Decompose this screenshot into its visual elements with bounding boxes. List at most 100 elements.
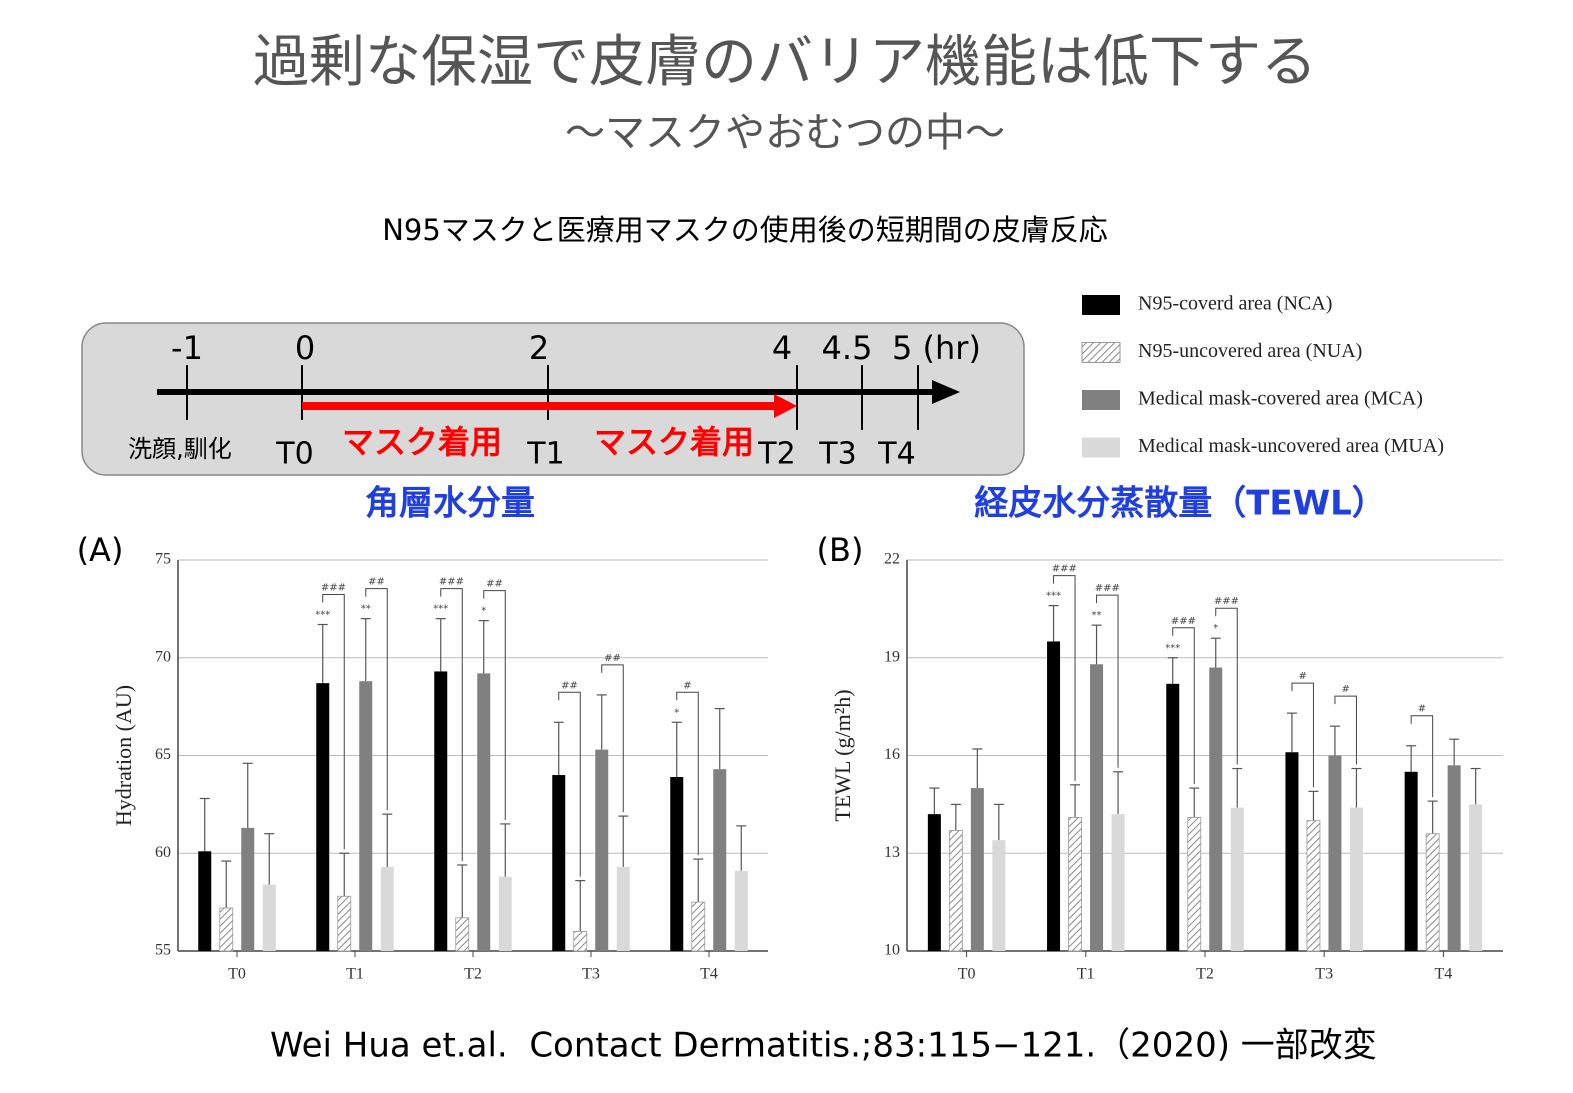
significance-mark: #	[1342, 684, 1350, 695]
y-tick-label: 75	[155, 551, 171, 568]
significance-bracket	[676, 691, 699, 856]
bar	[552, 775, 566, 951]
bar	[219, 907, 234, 952]
x-tick-label: T1	[1077, 966, 1095, 983]
timeline: -1 0 2 4 4.5 5 (hr) 洗顔,馴化 T0 T1 T2 T3 T4…	[81, 322, 1025, 476]
significance-mark: *	[481, 606, 486, 617]
x-tick-label: T4	[1435, 966, 1453, 983]
bar	[1425, 833, 1440, 952]
point-label: T4	[877, 437, 915, 472]
significance-bracket	[440, 588, 463, 861]
significance-mark: ##	[604, 653, 621, 664]
bar	[1047, 641, 1061, 951]
bar	[316, 683, 330, 951]
bar	[455, 917, 470, 952]
bar	[1285, 752, 1299, 951]
significance-bracket	[365, 588, 388, 811]
significance-mark: ###	[1171, 616, 1196, 627]
legend-swatch	[1082, 390, 1120, 410]
bar	[1230, 807, 1244, 951]
significance-bracket	[1410, 715, 1434, 798]
bar	[498, 876, 512, 951]
bar	[1166, 683, 1180, 951]
x-tick-label: T3	[582, 966, 600, 983]
bar	[573, 931, 588, 952]
legend-swatch	[1082, 437, 1120, 458]
bar	[241, 827, 255, 951]
hour-label: 2	[529, 329, 549, 367]
bar	[948, 830, 963, 952]
significance-mark: ###	[321, 583, 346, 594]
bar	[1209, 667, 1223, 951]
subtitle: ～マスクやおむつの中～	[565, 110, 1005, 156]
significance-bracket	[558, 691, 581, 877]
bar	[1349, 807, 1363, 951]
significance-mark: ***	[433, 604, 448, 615]
significance-mark: #	[683, 680, 691, 691]
hour-label: -1	[171, 329, 203, 367]
chart: 経皮水分蒸散量（TEWL） (B) TEWL (g/m²h) 10 13 16 19 22 T0…	[817, 484, 1503, 983]
hour-label: 4	[772, 329, 792, 367]
significance-mark: ###	[439, 577, 464, 588]
significance-bracket	[1096, 594, 1119, 768]
significance-mark: ***	[1165, 643, 1180, 654]
significance-bracket	[1334, 695, 1357, 765]
bar	[1090, 664, 1104, 951]
significance-mark: ##	[561, 680, 578, 691]
x-tick-label: T4	[700, 966, 718, 983]
x-tick-label: T2	[464, 966, 482, 983]
bar	[337, 895, 352, 952]
x-tick-label: T0	[958, 966, 976, 983]
y-tick-label: 10	[884, 942, 900, 959]
significance-bracket	[1053, 575, 1076, 781]
significance-mark: *	[674, 707, 679, 718]
significance-bracket	[1291, 682, 1314, 788]
bar	[970, 788, 984, 951]
mask-arrow-head	[774, 394, 797, 418]
legend: N95-coverd area (NCA) N95-uncovered area …	[1081, 293, 1444, 458]
legend-label: N95-coverd area (NCA)	[1138, 293, 1332, 315]
timeline-box	[81, 322, 1025, 476]
y-tick-label: 19	[884, 648, 900, 665]
y-tick-label: 55	[155, 942, 171, 959]
bar	[1111, 814, 1125, 951]
bar	[927, 814, 941, 951]
significance-mark: ###	[1095, 583, 1120, 594]
bar	[359, 681, 373, 951]
legend-swatch	[1081, 342, 1121, 363]
panel-label: (A)	[77, 531, 124, 569]
y-tick-label: 65	[155, 746, 171, 763]
significance-mark: ***	[315, 610, 330, 621]
hour-label: 5 (hr)	[892, 329, 981, 367]
x-tick-label: T1	[346, 966, 364, 983]
bar	[1068, 817, 1082, 952]
y-axis-label: TEWL (g/m²h)	[830, 689, 855, 821]
significance-mark: ##	[486, 579, 503, 590]
y-axis-label: Hydration (AU)	[111, 685, 136, 826]
bar	[198, 851, 212, 951]
significance-mark: ***	[1046, 591, 1061, 602]
bar	[1469, 804, 1483, 951]
bar	[1447, 765, 1461, 951]
heading: N95マスクと医療用マスクの使用後の短期間の皮膚反応	[382, 213, 1108, 247]
significance-bracket	[322, 594, 345, 850]
panel-label: (B)	[817, 531, 864, 569]
bar	[992, 840, 1006, 951]
bar	[477, 673, 491, 951]
bar	[670, 777, 684, 951]
title: 過剰な保湿で皮膚のバリア機能は低下する	[253, 30, 1317, 95]
bar	[734, 870, 748, 951]
x-tick-label: T3	[1315, 966, 1333, 983]
chart: 角層水分量 (A) Hydration (AU) 55 60 65 70 75 T0 T1 T2 T3…	[77, 484, 768, 983]
significance-bracket	[601, 664, 624, 813]
bar	[1187, 817, 1202, 952]
legend-swatch	[1082, 295, 1120, 315]
y-tick-label: 16	[884, 746, 900, 763]
significance-mark: **	[361, 604, 371, 615]
bar	[691, 901, 706, 952]
bar	[262, 884, 276, 951]
significance-mark: *	[1213, 623, 1218, 634]
significance-bracket	[1215, 607, 1238, 765]
significance-mark: **	[1092, 610, 1102, 621]
